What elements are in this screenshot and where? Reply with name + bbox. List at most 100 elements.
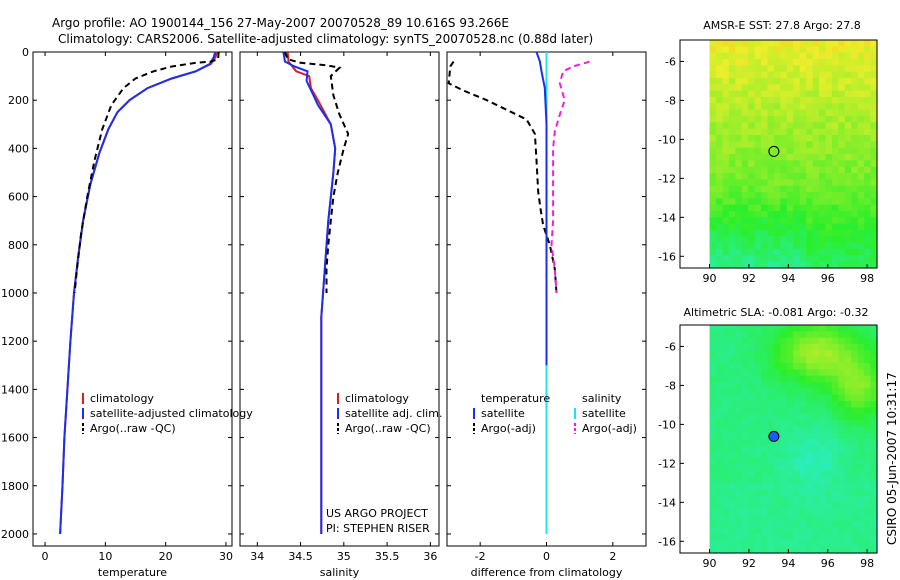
heatmap-cell [728,515,736,522]
heatmap-cell [793,407,801,415]
heatmap-cell [870,116,878,123]
heatmap-cell [812,103,820,111]
heatmap-cell [825,71,833,79]
heatmap-cell [748,515,756,522]
heatmap-cell [870,204,878,212]
heatmap-cell [831,255,839,263]
heatmap-cell [838,496,846,503]
heatmap-cell [799,401,807,408]
heatmap-cell [780,337,788,345]
heatmap-cell [812,375,820,383]
heatmap-cell [715,230,724,237]
x-tick-label: 90 [703,272,717,285]
heatmap-cell [786,363,794,370]
heatmap-cell [773,236,781,244]
heatmap-cell [786,179,794,187]
heatmap-cell [728,489,736,497]
heatmap-cell [715,223,724,231]
heatmap-cell [767,477,775,484]
heatmap-cell [761,255,769,263]
heatmap-cell [825,527,833,535]
heatmap-cell [722,451,730,459]
heatmap-cell [748,426,756,434]
heatmap-cell [851,464,859,472]
heatmap-cell [851,65,859,73]
heatmap-cell [831,502,839,510]
heatmap-cell [851,502,859,510]
heatmap-cell [735,166,743,174]
heatmap-cell [799,160,807,168]
heatmap-cell [857,198,865,206]
heatmap-cell [851,90,859,98]
legend-label: climatology [90,392,154,405]
heatmap-cell [773,59,781,66]
heatmap-cell [825,496,833,503]
heatmap-cell [761,211,769,218]
heatmap-cell [819,236,827,244]
heatmap-cell [831,65,839,73]
heatmap-cell [812,356,820,364]
heatmap-cell [761,261,769,269]
heatmap-cell [851,363,859,370]
heatmap-cell [715,426,724,434]
heatmap-cell [761,166,769,174]
heatmap-cell [735,527,743,535]
heatmap-cell [748,236,756,244]
heatmap-cell [799,255,807,263]
heatmap-cell [864,521,872,529]
heatmap-cell [735,198,743,206]
heatmap-cell [786,464,794,472]
heatmap-cell [741,166,749,174]
heatmap-cell [799,261,807,269]
heatmap-cell [838,413,846,421]
heatmap-cell [728,331,736,339]
heatmap-cell [819,375,827,383]
heatmap-cell [728,230,736,237]
heatmap-cell [786,413,794,421]
heatmap-cell [735,388,743,396]
heatmap-cell [864,90,872,98]
heatmap-cell [857,483,865,491]
heatmap-cell [799,470,807,478]
heatmap-cell [825,204,833,212]
heatmap-cell [864,394,872,402]
heatmap-cell [806,407,814,415]
heatmap-cell [799,249,807,256]
heatmap-cell [825,78,833,85]
heatmap-cell [741,464,749,472]
heatmap-cell [838,179,846,187]
heatmap-cell [838,204,846,212]
x-tick-label: 2 [609,550,616,563]
y-tick-label: 600 [8,191,29,204]
heatmap-cell [728,527,736,535]
heatmap-cell [870,470,878,478]
heatmap-cell [812,173,820,180]
heatmap-cell [857,230,865,237]
heatmap-cell [786,147,794,155]
heatmap-cell [761,375,769,383]
heatmap-cell [857,432,865,440]
heatmap-cell [715,192,724,199]
heatmap-cell [857,116,865,123]
heatmap-cell [831,439,839,446]
heatmap-cell [857,78,865,85]
heatmap-cell [812,382,820,389]
heatmap-cell [761,40,769,47]
heatmap-cell [825,242,833,250]
heatmap-cell [735,192,743,199]
heatmap-cell [844,78,852,85]
heatmap-cell [838,420,846,427]
heatmap-cell [793,483,801,491]
heatmap-cell [754,71,762,79]
heatmap-cell [864,84,872,92]
heatmap-cell [857,217,865,225]
heatmap-cell [709,534,717,541]
heatmap-cell [844,540,852,548]
heatmap-cell [838,255,846,263]
heatmap-cell [851,230,859,237]
heatmap-cell [709,84,717,92]
heatmap-cell [831,420,839,427]
heatmap-cell [864,401,872,408]
y-tick-label: -12 [658,172,676,185]
heatmap-cell [735,325,743,332]
